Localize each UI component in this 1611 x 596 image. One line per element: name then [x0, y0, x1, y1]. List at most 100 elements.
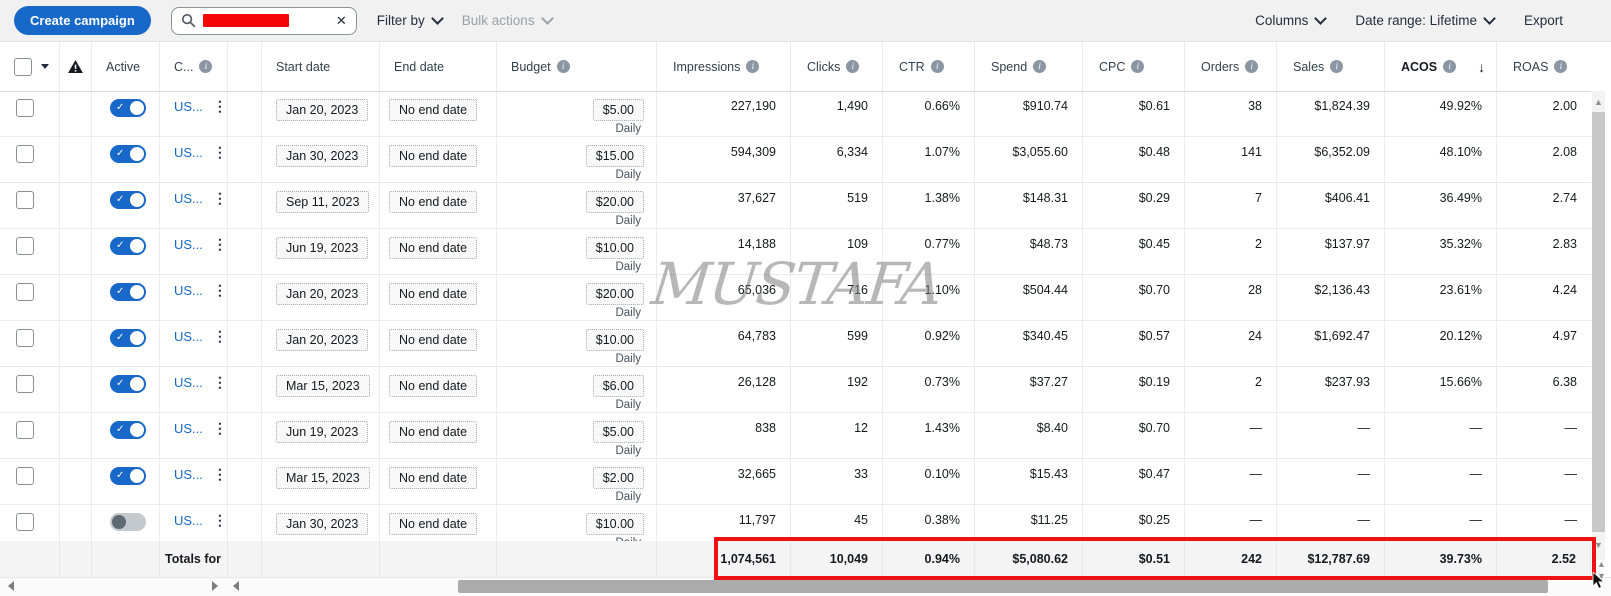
- campaign-name-link[interactable]: US...: [174, 421, 203, 436]
- kebab-menu-icon[interactable]: ⋮: [212, 374, 227, 390]
- campaign-name-link[interactable]: US...: [174, 513, 203, 528]
- campaign-name-link[interactable]: US...: [174, 283, 203, 298]
- row-checkbox[interactable]: [16, 99, 34, 117]
- start-date-field[interactable]: Jan 30, 2023: [276, 145, 369, 167]
- active-toggle[interactable]: ✓: [110, 329, 146, 347]
- info-icon[interactable]: i: [1033, 60, 1047, 73]
- budget-field[interactable]: $5.00: [592, 421, 644, 443]
- start-date-field[interactable]: Jun 19, 2023: [276, 237, 369, 259]
- active-toggle[interactable]: ✓: [110, 375, 146, 393]
- info-icon[interactable]: i: [1330, 60, 1344, 73]
- scroll-down-arrow-icon[interactable]: ▼: [1594, 540, 1603, 550]
- end-date-field[interactable]: No end date: [389, 283, 478, 305]
- start-date-field[interactable]: Mar 15, 2023: [276, 375, 370, 397]
- budget-field[interactable]: $20.00: [585, 191, 644, 213]
- horizontal-scrollbar-thumb[interactable]: [458, 580, 1548, 593]
- budget-field[interactable]: $10.00: [585, 237, 644, 259]
- row-checkbox[interactable]: [16, 421, 34, 439]
- row-checkbox[interactable]: [16, 329, 34, 347]
- campaign-name-link[interactable]: US...: [174, 145, 203, 160]
- hscroll-left-arrow-icon[interactable]: [8, 581, 14, 591]
- active-toggle[interactable]: ✓: [110, 421, 146, 439]
- kebab-menu-icon[interactable]: ⋮: [212, 466, 227, 482]
- end-date-field[interactable]: No end date: [389, 513, 478, 535]
- select-all-checkbox[interactable]: [14, 57, 32, 76]
- header-roas[interactable]: ROAS i: [1497, 42, 1591, 91]
- columns-dropdown[interactable]: Columns: [1255, 12, 1328, 28]
- hscroll2-left-arrow-icon[interactable]: [233, 581, 239, 591]
- kebab-menu-icon[interactable]: ⋮: [212, 98, 227, 114]
- end-date-field[interactable]: No end date: [389, 145, 478, 167]
- header-impressions[interactable]: Impressions i: [657, 42, 791, 91]
- info-icon[interactable]: i: [1245, 60, 1259, 73]
- start-date-field[interactable]: Jun 19, 2023: [276, 421, 369, 443]
- start-date-field[interactable]: Jan 30, 2023: [276, 513, 369, 535]
- active-toggle[interactable]: ✓: [110, 99, 146, 117]
- row-checkbox[interactable]: [16, 145, 34, 163]
- budget-field[interactable]: $15.00: [585, 145, 644, 167]
- row-checkbox[interactable]: [16, 283, 34, 301]
- budget-field[interactable]: $5.00: [592, 99, 644, 121]
- start-date-field[interactable]: Jan 20, 2023: [276, 99, 369, 121]
- row-checkbox[interactable]: [16, 375, 34, 393]
- totals-scroll-down-icon[interactable]: ▼: [1597, 571, 1606, 581]
- date-range-dropdown[interactable]: Date range: Lifetime: [1355, 12, 1496, 28]
- header-ctr[interactable]: CTR i: [883, 42, 975, 91]
- kebab-menu-icon[interactable]: ⋮: [212, 144, 227, 160]
- end-date-field[interactable]: No end date: [389, 191, 478, 213]
- active-toggle[interactable]: ✓: [110, 513, 146, 531]
- info-icon[interactable]: i: [1131, 60, 1145, 73]
- campaign-name-link[interactable]: US...: [174, 191, 203, 206]
- search-input[interactable]: ✕: [170, 6, 357, 35]
- budget-field[interactable]: $2.00: [592, 467, 644, 489]
- end-date-field[interactable]: No end date: [389, 237, 478, 259]
- scroll-up-arrow-icon[interactable]: ▲: [1594, 97, 1603, 107]
- end-date-field[interactable]: No end date: [389, 99, 478, 121]
- kebab-menu-icon[interactable]: ⋮: [212, 282, 227, 298]
- row-checkbox[interactable]: [16, 467, 34, 485]
- create-campaign-button[interactable]: Create campaign: [14, 6, 151, 35]
- active-toggle[interactable]: ✓: [110, 145, 146, 163]
- info-icon[interactable]: i: [930, 60, 944, 73]
- start-date-field[interactable]: Mar 15, 2023: [276, 467, 370, 489]
- info-icon[interactable]: i: [1443, 60, 1457, 73]
- select-menu-caret-icon[interactable]: [41, 64, 49, 69]
- row-checkbox[interactable]: [16, 513, 34, 531]
- header-acos[interactable]: ACOS i ↓: [1385, 42, 1497, 91]
- kebab-menu-icon[interactable]: ⋮: [212, 420, 227, 436]
- start-date-field[interactable]: Jan 20, 2023: [276, 283, 369, 305]
- clear-search-icon[interactable]: ✕: [335, 13, 347, 28]
- row-checkbox[interactable]: [16, 191, 34, 209]
- export-button[interactable]: Export: [1523, 13, 1563, 28]
- header-spend[interactable]: Spend i: [975, 42, 1083, 91]
- end-date-field[interactable]: No end date: [389, 375, 478, 397]
- active-toggle[interactable]: ✓: [110, 237, 146, 255]
- row-checkbox[interactable]: [16, 237, 34, 255]
- budget-field[interactable]: $20.00: [585, 283, 644, 305]
- kebab-menu-icon[interactable]: ⋮: [212, 328, 227, 344]
- info-icon[interactable]: i: [846, 60, 860, 73]
- bulk-actions-dropdown[interactable]: Bulk actions: [462, 12, 554, 28]
- hscroll-right-arrow-icon[interactable]: [212, 581, 218, 591]
- header-cpc[interactable]: CPC i: [1083, 42, 1185, 91]
- vertical-scrollbar-thumb[interactable]: [1592, 112, 1605, 532]
- filter-by-dropdown[interactable]: Filter by: [377, 12, 444, 28]
- active-toggle[interactable]: ✓: [110, 467, 146, 485]
- end-date-field[interactable]: No end date: [389, 421, 478, 443]
- active-toggle[interactable]: ✓: [110, 283, 146, 301]
- campaign-name-link[interactable]: US...: [174, 375, 203, 390]
- campaign-name-link[interactable]: US...: [174, 237, 203, 252]
- info-icon[interactable]: i: [746, 60, 760, 73]
- header-clicks[interactable]: Clicks i: [791, 42, 883, 91]
- end-date-field[interactable]: No end date: [389, 329, 478, 351]
- info-icon[interactable]: i: [556, 60, 570, 73]
- header-orders[interactable]: Orders i: [1185, 42, 1277, 91]
- info-icon[interactable]: i: [199, 60, 213, 73]
- campaign-name-link[interactable]: US...: [174, 467, 203, 482]
- kebab-menu-icon[interactable]: ⋮: [212, 236, 227, 252]
- budget-field[interactable]: $10.00: [585, 513, 644, 535]
- campaign-name-link[interactable]: US...: [174, 329, 203, 344]
- start-date-field[interactable]: Sep 11, 2023: [276, 191, 370, 213]
- totals-scroll-up-icon[interactable]: ▲: [1597, 559, 1606, 569]
- end-date-field[interactable]: No end date: [389, 467, 478, 489]
